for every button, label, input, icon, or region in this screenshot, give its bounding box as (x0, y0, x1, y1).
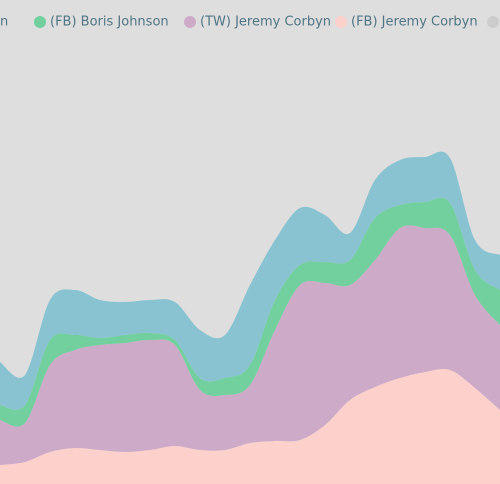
legend-label: (FB) Jeremy Corbyn (351, 15, 478, 30)
legend-marker (184, 16, 196, 28)
area (0, 368, 500, 484)
legend-marker (34, 16, 46, 28)
legend-label: (TW) Jeremy Corbyn (200, 15, 331, 30)
legend-marker (487, 16, 499, 28)
legend: (FB) Jeremy Corbyn (TW) Jeremy Corbyn (FB)… (0, 15, 499, 30)
legend-label: n (0, 15, 8, 30)
plot-area (0, 151, 500, 484)
legend-label: (FB) Boris Johnson (50, 15, 169, 30)
area (0, 225, 500, 465)
legend-marker (335, 16, 347, 28)
area (0, 151, 500, 410)
area (0, 197, 500, 427)
